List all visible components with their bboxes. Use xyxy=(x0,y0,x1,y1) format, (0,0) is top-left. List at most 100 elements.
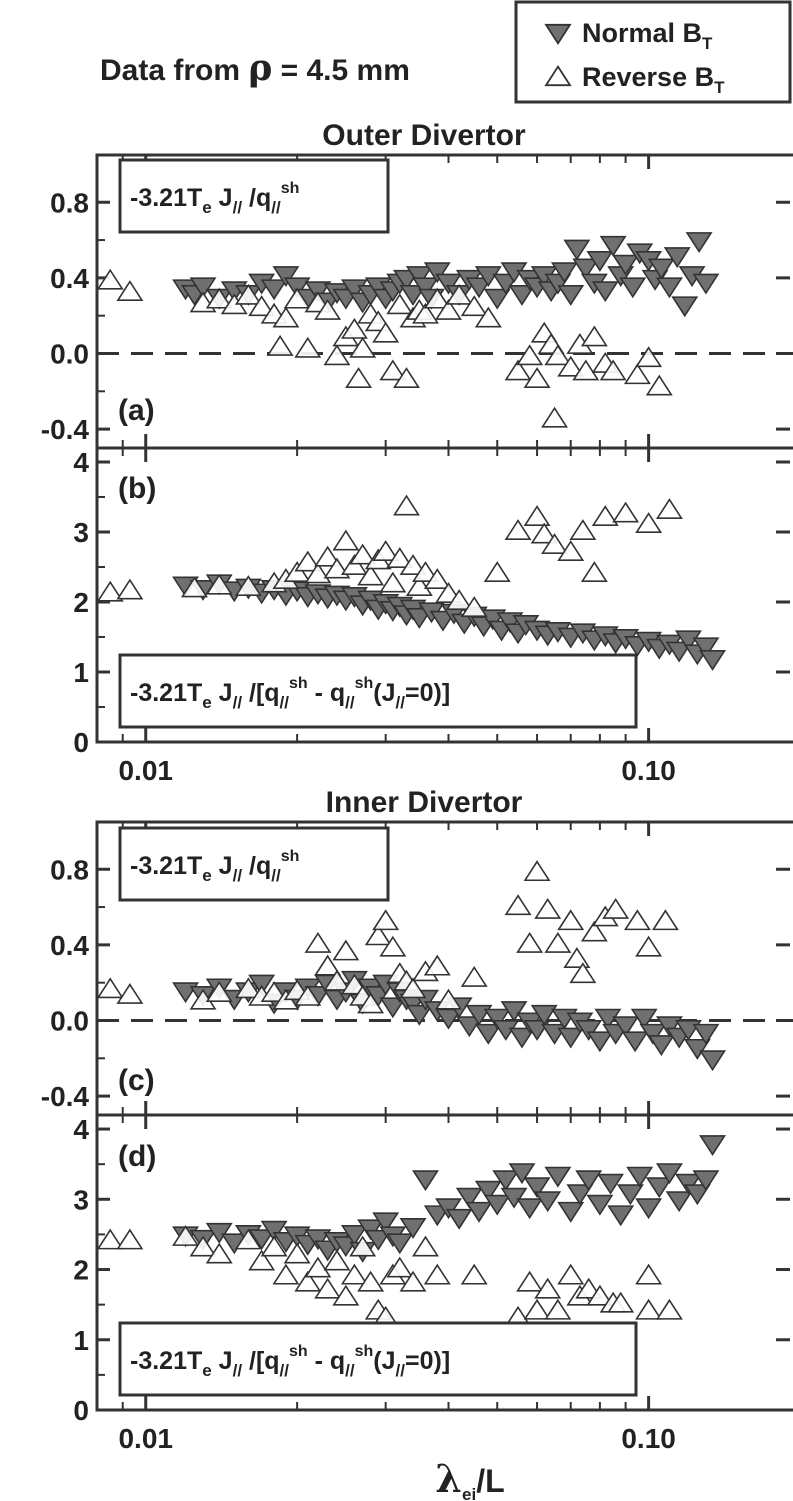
y-tick-label-b: 0 xyxy=(73,727,89,758)
y-tick-label-c: 0.4 xyxy=(50,930,89,961)
y-tick-label-c: 0.0 xyxy=(50,1005,89,1036)
point-reverse-bt xyxy=(462,1265,486,1284)
point-normal-bt xyxy=(673,297,697,316)
y-tick-label-a: 0.4 xyxy=(50,263,89,294)
point-reverse-bt xyxy=(118,282,142,301)
point-reverse-bt xyxy=(637,514,661,533)
point-reverse-bt xyxy=(334,531,358,550)
y-tick-label-b: 4 xyxy=(73,447,89,478)
point-normal-bt xyxy=(559,1203,583,1222)
panel-label-c: (c) xyxy=(118,1064,155,1097)
point-normal-bt xyxy=(687,233,711,252)
point-reverse-bt xyxy=(425,956,449,975)
point-reverse-bt xyxy=(98,979,122,998)
legend: Normal BT Reverse BT xyxy=(516,2,790,102)
point-normal-bt xyxy=(623,1032,647,1051)
point-reverse-bt xyxy=(525,862,549,881)
y-tick-label-a: 0.8 xyxy=(50,187,89,218)
point-reverse-bt xyxy=(274,1265,298,1284)
panel-a: 0.8 0.4 0.0 -0.4 (a) -3.21Te J// /q//sh xyxy=(41,155,793,448)
point-normal-bt xyxy=(628,1168,652,1187)
panel-c: 0.80.40.0-0.4 (c)-3.21Te J// /q//sh xyxy=(41,822,793,1115)
point-normal-bt xyxy=(694,274,718,293)
y-tick-label-b: 2 xyxy=(73,587,89,618)
point-reverse-bt xyxy=(571,521,595,540)
point-reverse-bt xyxy=(543,408,567,427)
point-normal-bt xyxy=(649,1036,673,1055)
point-reverse-bt xyxy=(98,270,122,289)
point-reverse-bt xyxy=(118,985,142,1004)
panel-label-a: (a) xyxy=(118,394,155,427)
x-tick-label-b: 0.10 xyxy=(621,755,676,786)
x-tick-label-d: 0.01 xyxy=(118,1423,173,1454)
panel-label-b: (b) xyxy=(118,472,156,505)
point-reverse-bt xyxy=(347,369,371,388)
point-reverse-bt xyxy=(647,376,671,395)
point-reverse-bt xyxy=(582,563,606,582)
point-reverse-bt xyxy=(525,507,549,526)
point-reverse-bt xyxy=(334,941,358,960)
point-reverse-bt xyxy=(518,933,542,952)
point-reverse-bt xyxy=(485,563,509,582)
legend-reverse-label: Reverse BT xyxy=(582,62,725,97)
point-reverse-bt xyxy=(118,580,142,599)
point-reverse-bt xyxy=(657,500,681,519)
point-reverse-bt xyxy=(546,933,570,952)
point-normal-bt xyxy=(565,240,589,259)
y-tick-label-d: 1 xyxy=(73,1325,89,1356)
point-reverse-bt xyxy=(637,1265,661,1284)
point-reverse-bt xyxy=(582,327,606,346)
point-normal-bt xyxy=(262,280,286,299)
point-normal-bt xyxy=(657,278,681,297)
y-tick-label-d: 0 xyxy=(73,1395,89,1426)
point-reverse-bt xyxy=(518,1272,542,1291)
panel-d: 4 3 2 1 0 0.01 0.10 (d) -3.21Te J// /[q//sh - q/… xyxy=(73,1114,793,1454)
point-reverse-bt xyxy=(374,911,398,930)
y-tick-label-b: 1 xyxy=(73,657,89,688)
point-reverse-bt xyxy=(381,573,405,592)
point-reverse-bt xyxy=(506,896,530,915)
point-reverse-bt xyxy=(625,365,649,384)
title-outer-divertor: Outer Divertor xyxy=(322,119,526,152)
point-normal-bt xyxy=(637,1199,661,1218)
point-normal-bt xyxy=(701,651,725,670)
point-reverse-bt xyxy=(559,911,583,930)
point-reverse-bt xyxy=(296,338,320,357)
point-normal-bt xyxy=(599,1175,623,1194)
point-reverse-bt xyxy=(614,503,638,522)
point-reverse-bt xyxy=(536,899,560,918)
y-tick-label-b: 3 xyxy=(73,517,89,548)
point-normal-bt xyxy=(413,1171,437,1190)
point-reverse-bt xyxy=(637,937,661,956)
point-normal-bt xyxy=(701,1136,725,1155)
point-normal-bt xyxy=(546,1168,570,1187)
point-normal-bt xyxy=(667,1192,691,1211)
point-reverse-bt xyxy=(559,1265,583,1284)
point-reverse-bt xyxy=(657,1300,681,1319)
y-tick-label-a: -0.4 xyxy=(41,414,90,445)
point-reverse-bt xyxy=(637,1300,661,1319)
y-tick-label-d: 4 xyxy=(73,1114,89,1145)
legend-normal-label: Normal BT xyxy=(582,18,713,53)
point-reverse-bt xyxy=(98,1230,122,1249)
x-tick-label-d: 0.10 xyxy=(621,1423,676,1454)
point-normal-bt xyxy=(559,286,583,305)
point-normal-bt xyxy=(593,282,617,301)
point-reverse-bt xyxy=(653,911,677,930)
title-inner-divertor: Inner Divertor xyxy=(326,786,523,819)
y-tick-label-a: 0.0 xyxy=(50,338,89,369)
x-axis-label: λei/L xyxy=(435,1456,504,1501)
point-reverse-bt xyxy=(325,346,349,365)
point-normal-bt xyxy=(701,1051,725,1070)
point-reverse-bt xyxy=(268,336,292,355)
point-normal-bt xyxy=(447,1210,471,1229)
point-reverse-bt xyxy=(518,346,542,365)
point-normal-bt xyxy=(588,1196,612,1215)
point-reverse-bt xyxy=(118,1230,142,1249)
point-reverse-bt xyxy=(462,967,486,986)
panel-b: 4 3 2 1 0 0.01 0.10 (b) -3.21Te J// /[q//sh - q/… xyxy=(73,447,793,786)
point-reverse-bt xyxy=(637,348,661,367)
y-tick-label-d: 3 xyxy=(73,1184,89,1215)
y-tick-label-d: 2 xyxy=(73,1255,89,1286)
